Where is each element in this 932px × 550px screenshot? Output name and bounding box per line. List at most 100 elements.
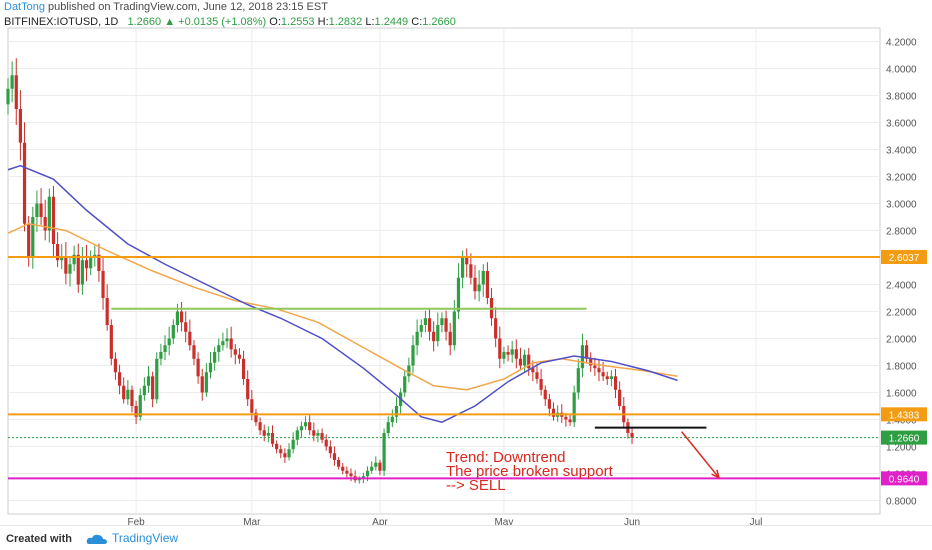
candle-body	[485, 271, 489, 298]
candle-body	[345, 470, 349, 474]
last-price: 1.2660	[127, 16, 162, 28]
tradingview-brand[interactable]: TradingView	[86, 531, 178, 545]
candle-body	[460, 257, 465, 278]
candle-body	[568, 419, 572, 423]
candle-body	[498, 338, 502, 359]
y-tick-label: 2.2000	[886, 308, 917, 319]
candle-body	[589, 358, 593, 366]
candle-body	[241, 358, 246, 379]
price-label-text: 2.6037	[889, 253, 920, 264]
candle-body	[605, 376, 609, 379]
candle-body	[76, 254, 80, 285]
high-value: 1.2832	[328, 16, 363, 28]
y-tick-label: 3.8000	[886, 92, 917, 103]
candle-body	[258, 422, 262, 431]
low-label: L:	[365, 16, 375, 28]
x-tick-label: Feb	[127, 517, 145, 526]
annotation-text: --> SELL	[446, 477, 506, 494]
candle-body	[60, 257, 64, 261]
candle-body	[159, 352, 163, 359]
candle-body	[97, 254, 101, 271]
y-tick-label: 1.6000	[886, 389, 917, 400]
candle-body	[225, 338, 229, 342]
candle-body	[407, 365, 411, 377]
candle-body	[382, 433, 386, 471]
price-chart[interactable]: 0.80001.00001.20001.40001.60001.80002.00…	[0, 0, 932, 526]
candle-body	[279, 449, 283, 454]
chart-header: DatTong published on TradingView.com, Ju…	[4, 1, 904, 29]
candle-body	[572, 392, 576, 423]
candle-body	[436, 325, 440, 342]
candle-body	[593, 365, 597, 369]
candle-body	[217, 345, 221, 352]
candle-body	[22, 142, 27, 224]
candle-body	[275, 443, 279, 450]
candle-body	[390, 416, 394, 423]
candle-body	[89, 257, 93, 269]
candle-body	[163, 345, 167, 352]
candle-body	[609, 376, 613, 379]
author-link[interactable]: DatTong	[4, 1, 45, 13]
close-value: 1.2660	[422, 16, 456, 28]
candle-body	[27, 223, 31, 258]
tradingview-brand-label: TradingView	[112, 531, 179, 545]
published-text: published on TradingView.com, June 12, 2…	[48, 1, 328, 13]
candle-body	[386, 422, 390, 433]
candle-body	[308, 422, 312, 431]
candle-body	[584, 345, 589, 359]
price-change: +0.0135 (+1.08%)	[178, 16, 267, 28]
price-label-box	[881, 471, 927, 486]
candle-body	[171, 325, 175, 339]
candle-body	[518, 358, 523, 366]
candle-body	[357, 478, 361, 481]
candle-body	[522, 354, 527, 366]
candle-body	[494, 318, 498, 339]
y-tick-label: 3.2000	[886, 173, 917, 184]
candle-body	[246, 379, 250, 400]
symbol-line: BITFINEX:IOTUSD, 1D 1.2660 ▲ +0.0135 (+1…	[4, 16, 904, 29]
candle-body	[266, 433, 270, 436]
candle-body	[374, 462, 378, 467]
candle-body	[167, 338, 171, 346]
plot-area[interactable]	[7, 27, 881, 515]
created-with-text: Created with	[6, 533, 73, 545]
moving-average-slow	[7, 164, 678, 423]
candle-body	[576, 368, 580, 393]
candle-body	[262, 430, 266, 436]
candle-body	[80, 260, 84, 285]
symbol-label: BITFINEX:IOTUSD, 1D	[4, 16, 119, 28]
sell-arrow-head-icon	[711, 469, 720, 479]
candle-body	[444, 318, 448, 332]
candle-body	[337, 460, 341, 467]
candle-body	[213, 352, 217, 363]
candle-body	[254, 412, 258, 423]
candle-body	[299, 426, 304, 431]
candle-body	[551, 408, 556, 417]
candle-body	[341, 466, 345, 471]
high-label: H:	[317, 16, 329, 28]
price-label-text: 1.4383	[889, 410, 920, 421]
candle-body	[270, 433, 275, 444]
y-tick-label: 2.8000	[886, 227, 917, 238]
candle-body	[506, 352, 510, 355]
candle-body	[543, 389, 547, 400]
candle-body	[419, 325, 423, 332]
candle-body	[200, 376, 204, 393]
candle-body	[175, 311, 180, 325]
candle-body	[332, 453, 337, 460]
candle-body	[208, 362, 213, 373]
candle-body	[179, 311, 184, 323]
candle-body	[370, 466, 374, 471]
annotation-text: The price broken support	[446, 463, 614, 480]
candle-body	[18, 109, 22, 143]
y-tick-label: 1.2000	[886, 443, 917, 454]
open-value: 1.2553	[280, 16, 315, 28]
candle-body	[14, 75, 18, 109]
candle-body	[146, 376, 151, 386]
candle-body	[448, 331, 452, 346]
candle-body	[47, 196, 51, 231]
x-tick-label: Mar	[243, 517, 261, 526]
candle-body	[39, 203, 43, 217]
candle-body	[535, 372, 539, 379]
candle-body	[465, 257, 469, 265]
